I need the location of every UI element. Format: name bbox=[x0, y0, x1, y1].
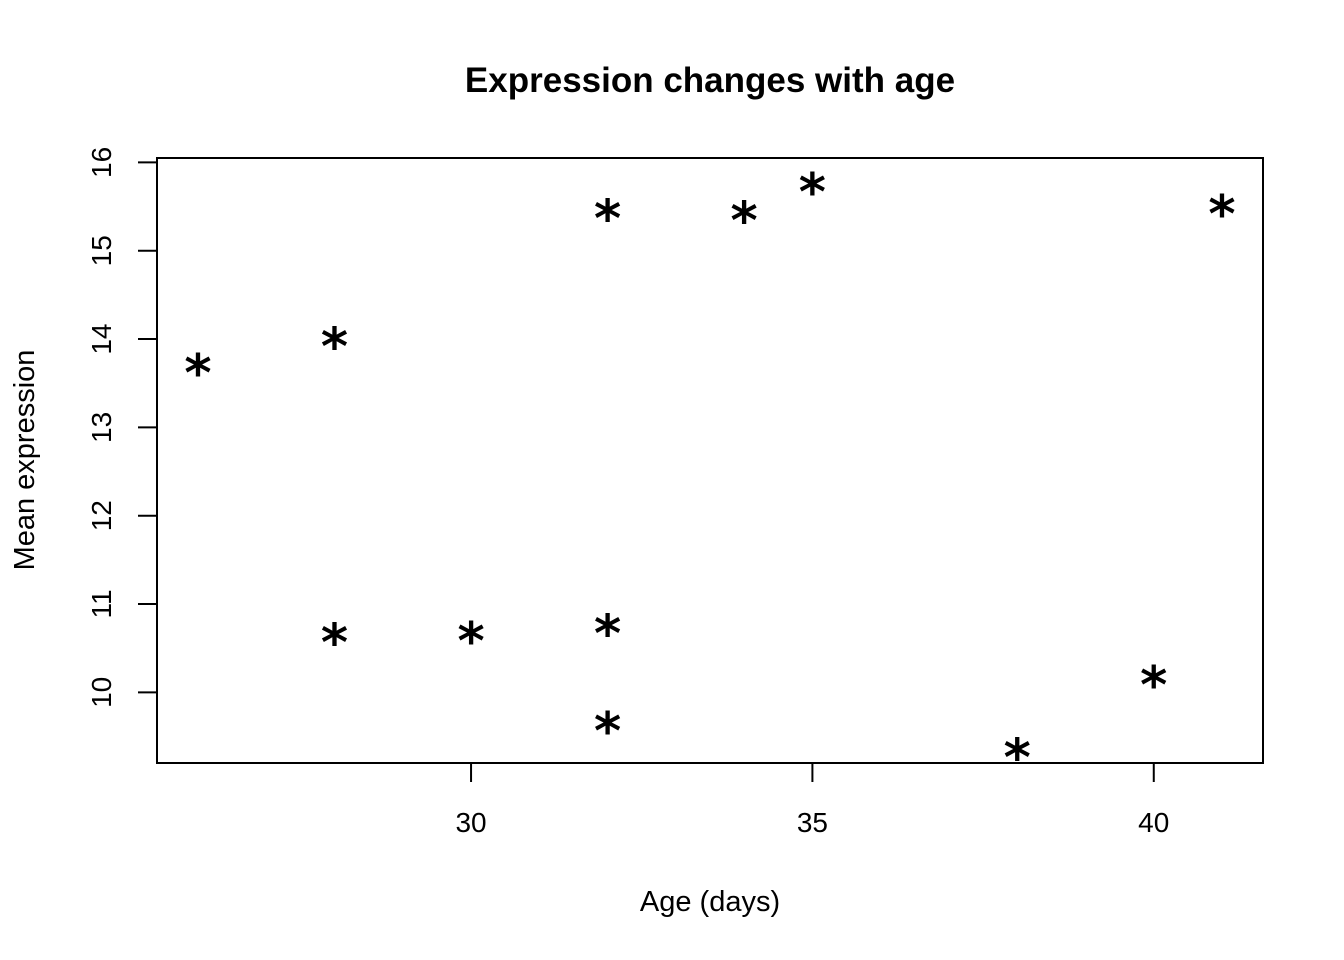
data-point: * bbox=[799, 163, 826, 223]
y-tick-label: 11 bbox=[86, 589, 117, 618]
data-point: * bbox=[731, 191, 758, 251]
data-point: * bbox=[1140, 656, 1167, 716]
x-tick-label: 30 bbox=[455, 807, 486, 838]
data-point: * bbox=[321, 318, 348, 378]
y-axis: 10 11 12 13 14 15 16 bbox=[86, 147, 158, 708]
y-tick-label: 10 bbox=[86, 677, 117, 708]
y-tick-label: 13 bbox=[86, 412, 117, 443]
x-tick-label: 35 bbox=[797, 807, 828, 838]
x-tick-label: 40 bbox=[1138, 807, 1169, 838]
data-point: * bbox=[594, 605, 621, 665]
y-tick-label: 16 bbox=[86, 147, 117, 178]
data-point: * bbox=[594, 190, 621, 250]
y-axis-label: Mean expression bbox=[9, 350, 41, 571]
x-axis: 30 35 40 bbox=[455, 762, 1169, 838]
data-point: * bbox=[457, 612, 484, 672]
data-point: * bbox=[594, 702, 621, 762]
y-tick-label: 14 bbox=[86, 323, 117, 354]
data-points: * * * * * * * * * * * * bbox=[184, 163, 1235, 788]
data-point: * bbox=[321, 614, 348, 674]
data-point: * bbox=[184, 344, 211, 404]
chart-title: Expression changes with age bbox=[465, 61, 955, 100]
y-tick-label: 12 bbox=[86, 500, 117, 531]
data-point: * bbox=[1208, 185, 1235, 245]
y-tick-label: 15 bbox=[86, 235, 117, 266]
data-point: * bbox=[1004, 728, 1031, 788]
x-axis-label: Age (days) bbox=[640, 886, 780, 918]
